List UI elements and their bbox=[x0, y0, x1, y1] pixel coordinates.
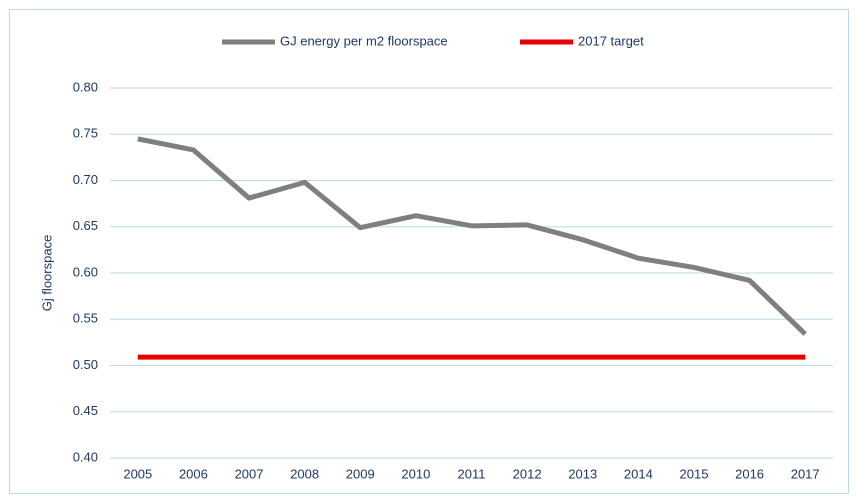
y-tick-label: 0.40 bbox=[73, 449, 98, 464]
x-tick-label: 2014 bbox=[624, 466, 653, 481]
x-tick-label: 2010 bbox=[401, 466, 430, 481]
x-tick-label: 2008 bbox=[290, 466, 319, 481]
series-line bbox=[137, 136, 807, 336]
x-tick-label: 2016 bbox=[735, 466, 764, 481]
y-tick-label: 0.65 bbox=[73, 218, 98, 233]
y-tick-label: 0.50 bbox=[73, 357, 98, 372]
y-axis-label: Gj floorspace bbox=[39, 235, 54, 312]
y-tick-label: 0.45 bbox=[73, 403, 98, 418]
x-tick-label: 2017 bbox=[791, 466, 820, 481]
chart-border bbox=[9, 9, 849, 494]
y-tick-label: 0.70 bbox=[73, 172, 98, 187]
legend-label: GJ energy per m2 floorspace bbox=[280, 33, 448, 48]
x-tick-label: 2007 bbox=[235, 466, 264, 481]
legend-label: 2017 target bbox=[578, 33, 644, 48]
y-tick-label: 0.75 bbox=[73, 126, 98, 141]
x-tick-label: 2013 bbox=[568, 466, 597, 481]
x-tick-label: 2009 bbox=[346, 466, 375, 481]
x-tick-label: 2005 bbox=[123, 466, 152, 481]
y-tick-label: 0.60 bbox=[73, 264, 98, 279]
x-tick-label: 2012 bbox=[513, 466, 542, 481]
x-tick-label: 2011 bbox=[458, 466, 486, 481]
x-tick-label: 2015 bbox=[680, 466, 709, 481]
x-tick-label: 2006 bbox=[179, 466, 208, 481]
y-tick-label: 0.55 bbox=[73, 311, 98, 326]
y-tick-label: 0.80 bbox=[73, 79, 98, 94]
